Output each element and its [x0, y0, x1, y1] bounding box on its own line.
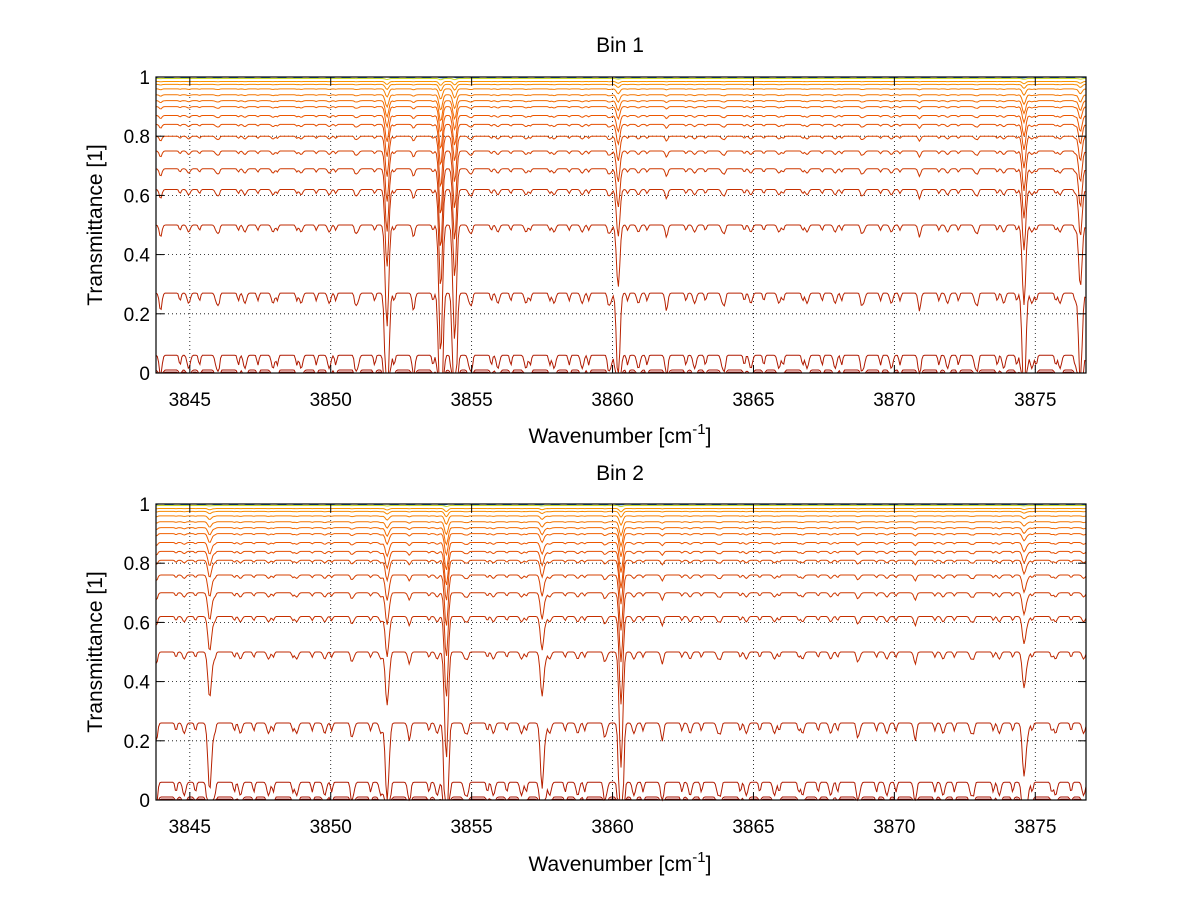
series-line — [155, 574, 1087, 631]
series-line — [155, 224, 1087, 350]
series-line — [155, 541, 1087, 573]
y-tick-label: 0.4 — [124, 673, 151, 694]
x-tick-label: 3875 — [1014, 390, 1056, 411]
y-tick-label: 0.2 — [124, 732, 150, 753]
x-tick-label: 3845 — [169, 817, 211, 838]
y-tick-label: 0 — [139, 791, 150, 812]
chart-title: Bin 2 — [596, 462, 644, 485]
x-axis-label-main: Wavenumber [cm — [529, 425, 693, 448]
x-tick-label: 3870 — [873, 817, 915, 838]
x-tick-label: 3865 — [732, 817, 774, 838]
y-tick-label: 0.6 — [124, 186, 150, 207]
y-tick-label: 0.2 — [124, 305, 150, 326]
series-line — [155, 515, 1087, 527]
y-tick-label: 0.8 — [124, 127, 150, 148]
y-tick-label: 0.6 — [124, 613, 150, 634]
series-line — [155, 559, 1087, 605]
y-tick-label: 0.4 — [124, 246, 151, 267]
series-line — [155, 550, 1087, 589]
x-axis-label-main: Wavenumber [cm — [529, 853, 693, 876]
series-line — [155, 88, 1087, 100]
series-line — [155, 504, 1087, 508]
series-line — [155, 80, 1087, 86]
series-line — [155, 533, 1087, 557]
y-axis-label: Transmittance [1] — [84, 571, 107, 732]
x-tick-label: 3855 — [450, 817, 492, 838]
y-axis-label: Transmittance [1] — [84, 144, 107, 305]
x-tick-label: 3845 — [169, 390, 211, 411]
x-axis-label: Wavenumber [cm-1] — [529, 849, 712, 876]
y-tick-label: 0 — [139, 364, 150, 385]
series-line — [155, 592, 1087, 663]
series-line — [155, 168, 1087, 246]
ticks: 3845 3850 3855 3860 3865 3870 3875 0 0.2 0.4 0.6 0.… — [124, 68, 1086, 411]
x-tick-label: 3860 — [591, 390, 633, 411]
series-line — [155, 510, 1087, 518]
series-line — [155, 615, 1087, 705]
y-tick-label: 1 — [139, 495, 150, 516]
plot-frame — [155, 503, 1087, 801]
series-line — [155, 94, 1087, 111]
series-line — [155, 123, 1087, 166]
series-line — [155, 150, 1087, 214]
series-line — [155, 527, 1087, 548]
x-tick-label: 3850 — [310, 817, 352, 838]
series-line — [155, 114, 1087, 150]
plot-frame — [155, 76, 1087, 374]
x-axis-label-superscript: -1 — [692, 421, 705, 438]
chart-title: Bin 1 — [596, 34, 644, 57]
x-axis-label-suffix: ] — [706, 425, 712, 448]
x-axis-label-superscript: -1 — [692, 849, 705, 866]
x-tick-label: 3865 — [732, 390, 774, 411]
chart-bin-2: Bin 2 3845 3850 3855 3860 3865 3870 3875 0 0.2 0.… — [84, 462, 1087, 876]
series-line — [155, 188, 1087, 284]
series-line — [155, 83, 1087, 92]
x-tick-label: 3850 — [310, 390, 352, 411]
x-axis-label: Wavenumber [cm-1] — [529, 421, 712, 448]
series-line — [155, 521, 1087, 538]
series-line — [155, 507, 1087, 513]
series-line — [155, 77, 1086, 81]
x-tick-label: 3860 — [591, 817, 633, 838]
y-tick-label: 0.8 — [124, 554, 150, 575]
x-tick-label: 3855 — [450, 390, 492, 411]
ticks: 3845 3850 3855 3860 3865 3870 3875 0 0.2 0.4 0.6 0.… — [124, 495, 1086, 838]
x-tick-label: 3870 — [873, 390, 915, 411]
x-tick-label: 3875 — [1014, 817, 1056, 838]
series-line — [155, 651, 1087, 768]
series-line — [155, 100, 1087, 122]
y-tick-label: 1 — [139, 68, 150, 89]
series-line — [155, 135, 1087, 188]
x-axis-label-suffix: ] — [706, 853, 712, 876]
series-line — [155, 292, 1087, 374]
chart-bin-1: Bin 1 3845 3850 3855 3860 3865 3870 3875 0 0.2 0.… — [84, 34, 1087, 448]
series-line — [155, 106, 1087, 133]
